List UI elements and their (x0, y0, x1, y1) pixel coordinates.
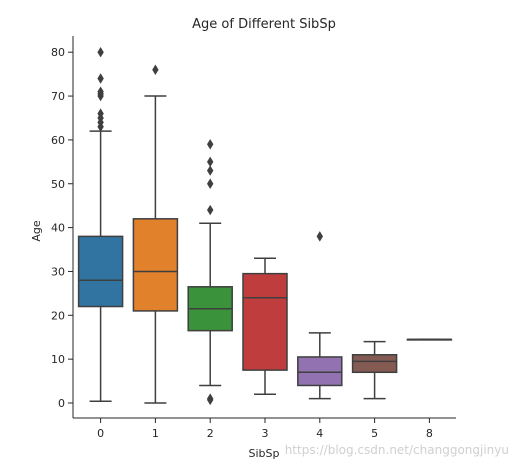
box-group-0 (77, 47, 124, 402)
outlier-point (97, 108, 104, 119)
box-group-5 (351, 340, 398, 400)
outlier-point (316, 231, 323, 242)
outlier-point (97, 73, 104, 84)
outlier-point (152, 64, 159, 75)
box-group-3 (242, 257, 288, 395)
box-group-4 (297, 231, 343, 400)
boxes (77, 47, 453, 406)
chart-title: Age of Different SibSp (192, 17, 336, 32)
y-ticks: 0 10 20 30 40 50 60 70 80 (51, 46, 73, 410)
x-tick-label: 2 (207, 427, 214, 440)
y-tick-label: 50 (51, 178, 65, 191)
y-tick-label: 40 (51, 222, 65, 235)
y-tick-label: 10 (51, 353, 65, 366)
x-tick-label: 5 (371, 427, 378, 440)
y-tick-label: 30 (51, 265, 65, 278)
x-ticks: 0 1 2 3 4 5 8 (97, 418, 433, 440)
outlier-point (97, 47, 104, 58)
box-iqr (297, 356, 343, 387)
x-tick-label: 3 (262, 427, 269, 440)
outlier-point (97, 86, 104, 97)
y-tick-label: 60 (51, 134, 65, 147)
outlier-point (207, 165, 214, 176)
y-tick-label: 0 (58, 397, 65, 410)
outlier-point (207, 178, 214, 189)
outlier-point (207, 204, 214, 216)
box-group-1 (132, 64, 179, 404)
outlier-point (207, 139, 214, 150)
box-iqr (132, 218, 179, 312)
outlier-point (207, 156, 214, 168)
y-axis-label: Age (30, 220, 43, 242)
box-iqr (242, 272, 288, 371)
box-group-8 (406, 338, 453, 341)
x-tick-label: 4 (316, 427, 323, 440)
y-tick-label: 20 (51, 309, 65, 322)
watermark-text: https://blog.csdn.net/changgongjinyu (285, 443, 509, 457)
y-tick-label: 70 (51, 90, 65, 103)
x-tick-label: 0 (97, 427, 104, 440)
outlier-point (207, 393, 214, 404)
x-tick-label: 8 (426, 427, 433, 440)
box-group-2 (187, 139, 233, 406)
x-tick-label: 1 (152, 427, 159, 440)
y-tick-label: 80 (51, 46, 65, 59)
box-iqr (351, 354, 398, 374)
box-iqr (77, 235, 124, 308)
x-axis-label: SibSp (249, 447, 280, 460)
